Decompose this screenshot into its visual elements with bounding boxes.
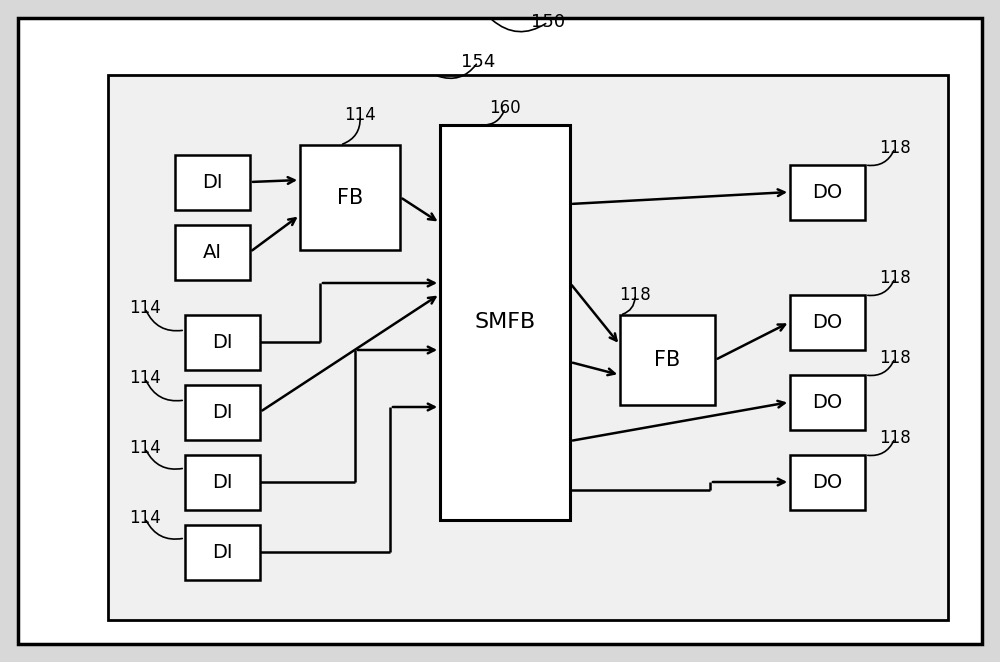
- Bar: [185, 315, 260, 370]
- Bar: [300, 145, 400, 250]
- Text: 114: 114: [129, 369, 161, 387]
- Bar: [790, 375, 865, 430]
- Bar: [175, 155, 250, 210]
- Text: 150: 150: [531, 13, 565, 31]
- Text: 154: 154: [461, 53, 495, 71]
- Bar: [790, 455, 865, 510]
- Bar: [185, 525, 260, 580]
- Text: DO: DO: [812, 473, 843, 492]
- Bar: [790, 165, 865, 220]
- Bar: [185, 385, 260, 440]
- Text: DI: DI: [202, 173, 223, 192]
- Bar: [440, 125, 570, 520]
- Text: DI: DI: [212, 333, 233, 352]
- Text: FB: FB: [337, 187, 363, 207]
- Text: DO: DO: [812, 393, 843, 412]
- Text: 114: 114: [129, 509, 161, 527]
- Bar: [108, 75, 948, 620]
- Text: 118: 118: [879, 349, 911, 367]
- Text: SMFB: SMFB: [474, 312, 536, 332]
- Text: DI: DI: [212, 473, 233, 492]
- Text: AI: AI: [203, 243, 222, 262]
- Text: 118: 118: [619, 286, 651, 304]
- Text: 160: 160: [489, 99, 521, 117]
- Text: DI: DI: [212, 403, 233, 422]
- Text: 114: 114: [129, 299, 161, 317]
- Text: 118: 118: [879, 429, 911, 447]
- Text: DO: DO: [812, 183, 843, 202]
- Text: 114: 114: [344, 106, 376, 124]
- Text: DI: DI: [212, 543, 233, 562]
- Text: 114: 114: [129, 439, 161, 457]
- Bar: [620, 315, 715, 405]
- Text: DO: DO: [812, 313, 843, 332]
- Bar: [175, 225, 250, 280]
- Bar: [185, 455, 260, 510]
- Text: FB: FB: [654, 350, 681, 370]
- Text: 118: 118: [879, 139, 911, 157]
- Text: 118: 118: [879, 269, 911, 287]
- Bar: [790, 295, 865, 350]
